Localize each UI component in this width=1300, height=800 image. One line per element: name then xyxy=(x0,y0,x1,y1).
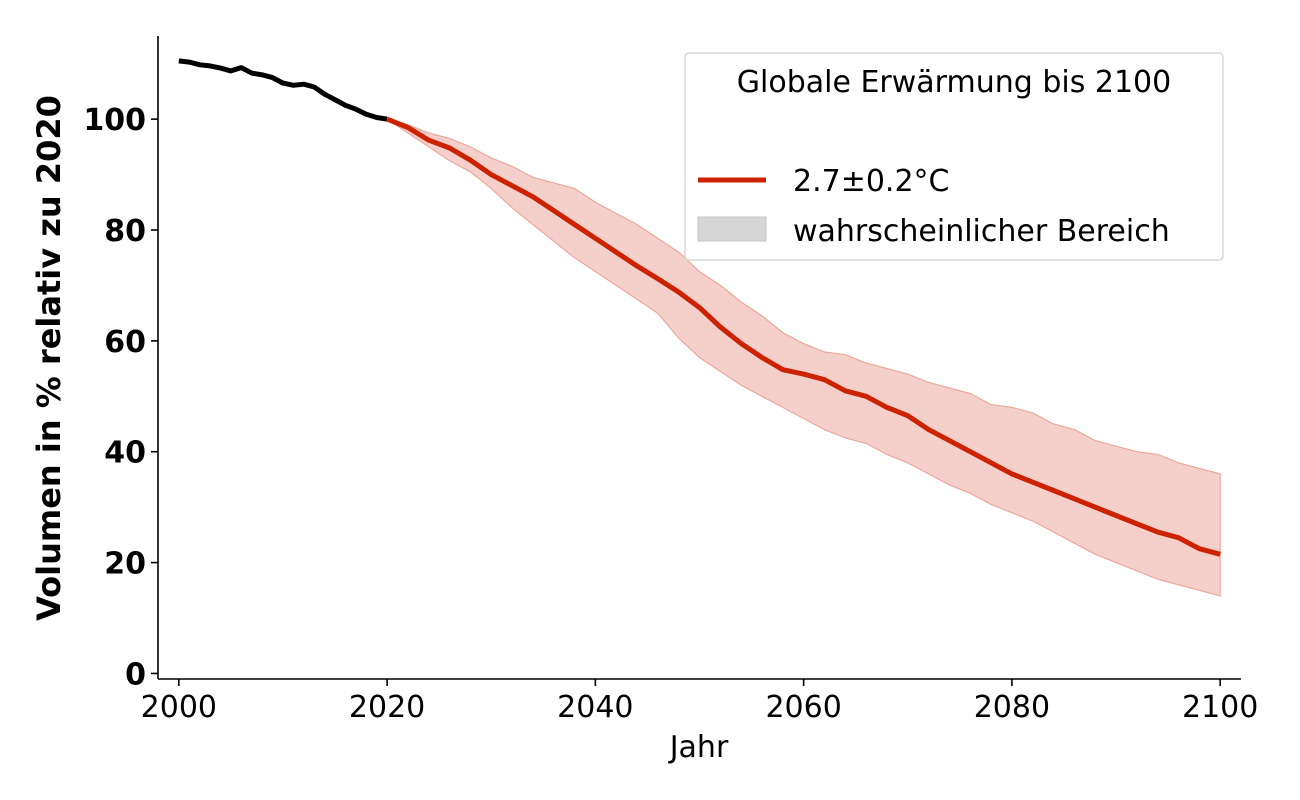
legend-frame xyxy=(684,52,1224,261)
y-tick-label: 0 xyxy=(125,657,146,692)
y-tick-label: 100 xyxy=(83,103,146,138)
y-tick-label: 20 xyxy=(104,547,146,582)
x-tick-label: 2100 xyxy=(1182,690,1258,725)
historical-series-line xyxy=(178,58,388,122)
x-tick-label: 2020 xyxy=(349,690,425,725)
legend-patch-swatch xyxy=(697,216,767,242)
x-tick-label: 2040 xyxy=(557,690,633,725)
legend: Globale Erwärmung bis 2100 2.7±0.2°C wah… xyxy=(684,52,1224,261)
projection-series-line xyxy=(386,116,1221,557)
x-tick-label: 2080 xyxy=(974,690,1050,725)
x-tick-label: 2000 xyxy=(141,690,217,725)
legend-entry-projection: 2.7±0.2°C xyxy=(793,164,950,199)
y-tick-label: 80 xyxy=(104,214,146,249)
y-tick-label: 40 xyxy=(104,436,146,471)
axes-layer xyxy=(157,36,1241,680)
y-tick-label: 60 xyxy=(104,325,146,360)
legend-title: Globale Erwärmung bis 2100 xyxy=(737,65,1171,100)
series-layer xyxy=(178,58,1221,557)
x-axis-label: Jahr xyxy=(668,730,729,765)
x-tick-label: 2060 xyxy=(765,690,841,725)
y-axis-label: Volumen in % relativ zu 2020 xyxy=(30,95,68,621)
legend-entry-range: wahrscheinlicher Bereich xyxy=(793,214,1170,249)
